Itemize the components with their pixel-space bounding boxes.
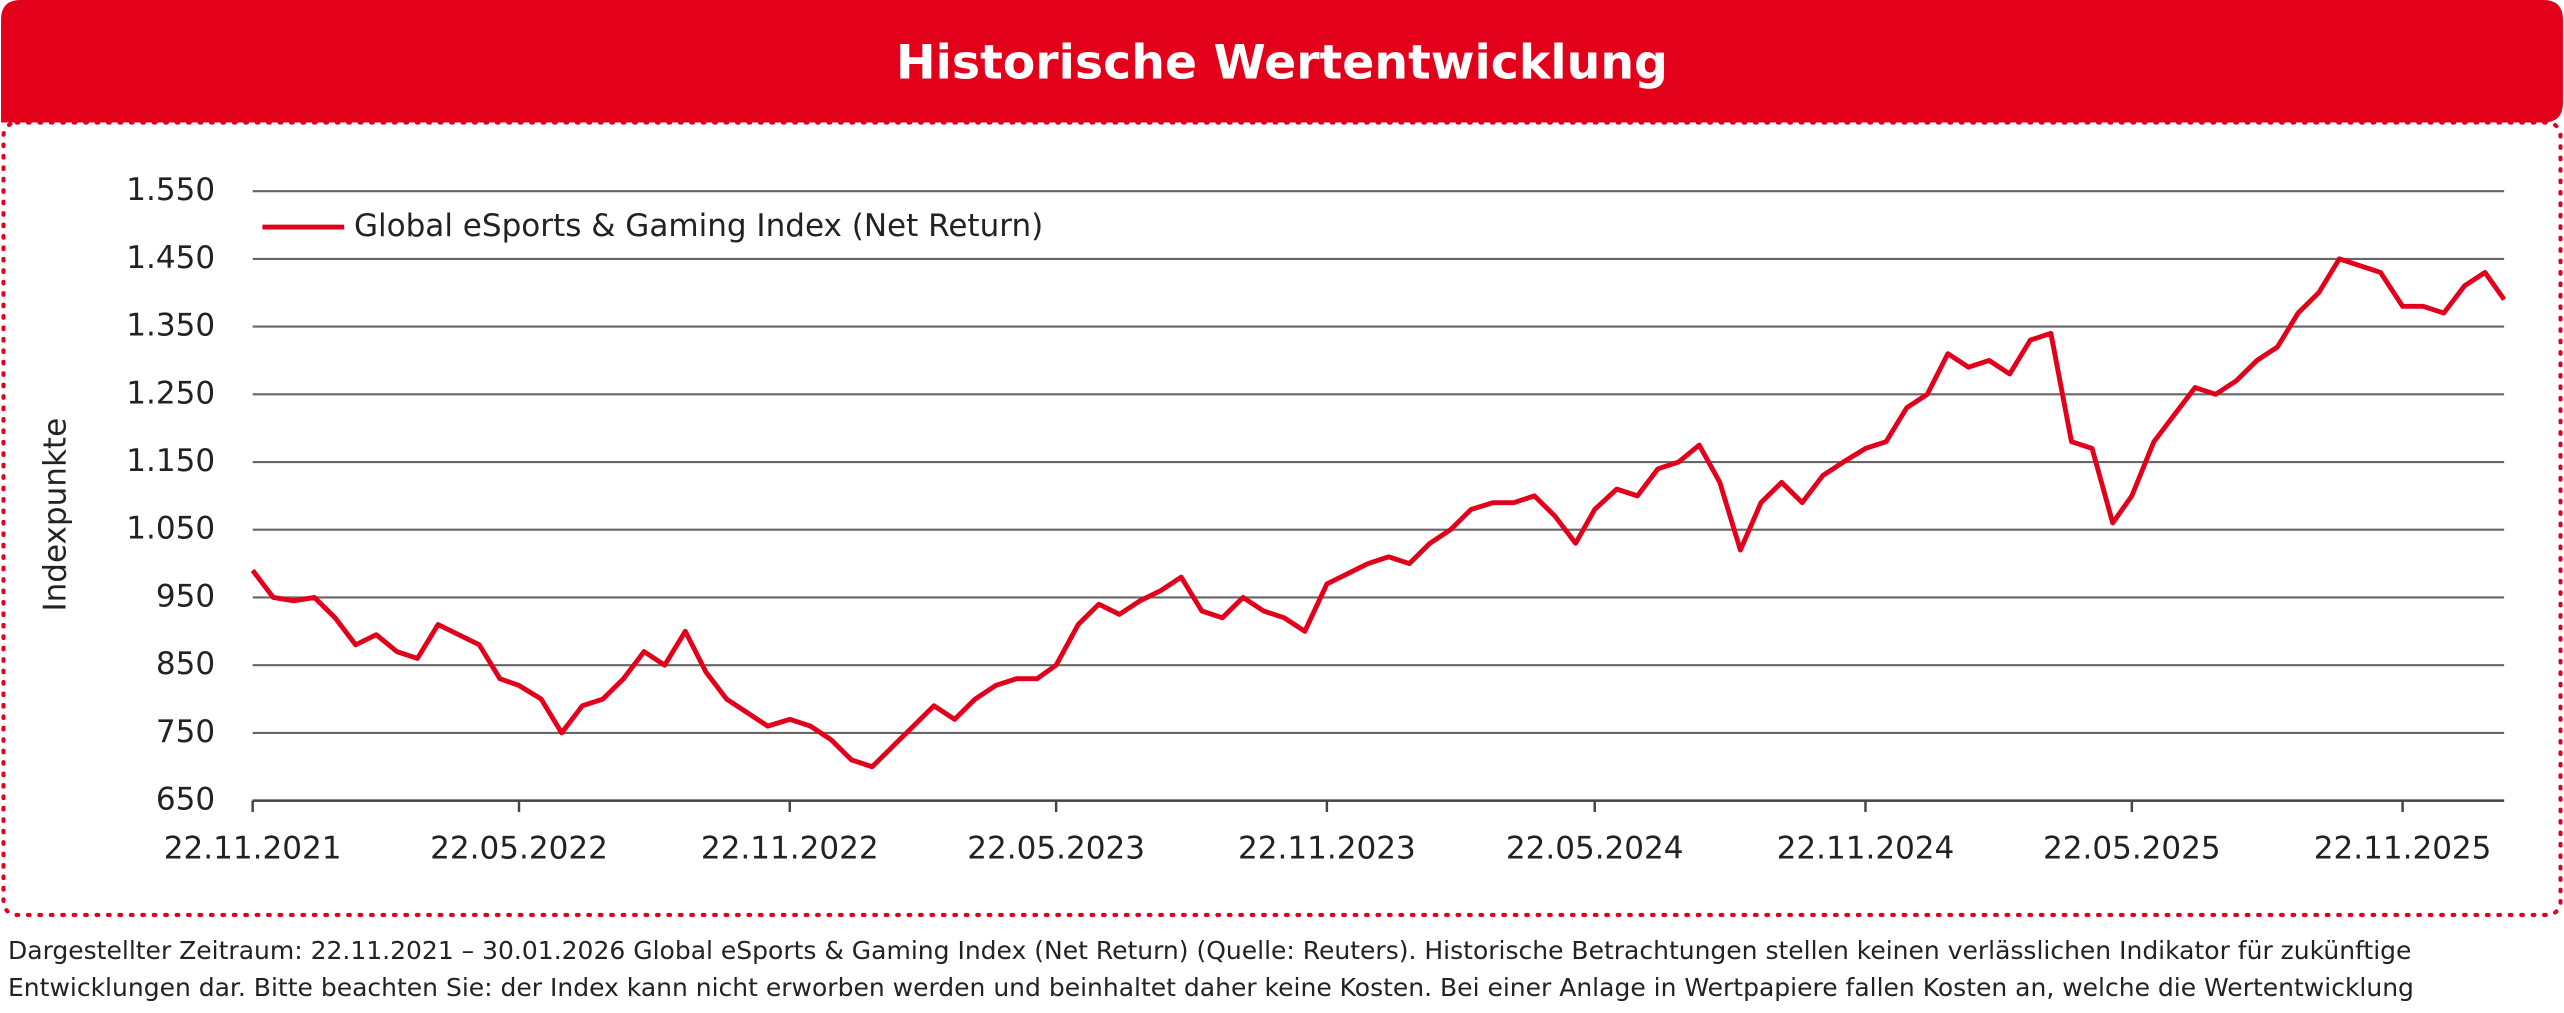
y-tick-label: 750 bbox=[156, 714, 215, 750]
header-bar bbox=[1, 0, 2563, 123]
y-tick-label: 1.350 bbox=[126, 308, 215, 344]
x-tick-label: 22.11.2021 bbox=[164, 831, 342, 867]
x-tick-label: 22.11.2024 bbox=[1777, 831, 1955, 867]
y-tick-label: 1.150 bbox=[126, 443, 215, 479]
x-tick-label: 22.05.2025 bbox=[2043, 831, 2221, 867]
y-tick-label: 950 bbox=[156, 578, 215, 614]
x-tick-label: 22.11.2023 bbox=[1238, 831, 1416, 867]
x-tick-label: 22.05.2022 bbox=[430, 831, 608, 867]
y-tick-label: 850 bbox=[156, 646, 215, 682]
y-axis-label: Indexpunkte bbox=[38, 418, 74, 612]
x-tick-label: 22.05.2024 bbox=[1506, 831, 1684, 867]
y-tick-label: 650 bbox=[156, 782, 215, 818]
data-line bbox=[250, 256, 2507, 770]
footnote: Dargestellter Zeitraum: 22.11.2021 – 30.… bbox=[8, 936, 2414, 1013]
x-tick-label: 22.11.2022 bbox=[701, 831, 879, 867]
y-tick-label: 1.050 bbox=[126, 511, 215, 547]
legend-label: Global eSports & Gaming Index (Net Retur… bbox=[354, 208, 1043, 244]
x-tick-label: 22.05.2023 bbox=[967, 831, 1145, 867]
y-tick-label: 1.450 bbox=[126, 240, 215, 276]
chart-title: Historische Wertentwicklung bbox=[896, 35, 1668, 90]
y-tick-label: 1.550 bbox=[126, 172, 215, 208]
x-tick-label: 22.11.2025 bbox=[2314, 831, 2492, 867]
y-tick-label: 1.250 bbox=[126, 375, 215, 411]
